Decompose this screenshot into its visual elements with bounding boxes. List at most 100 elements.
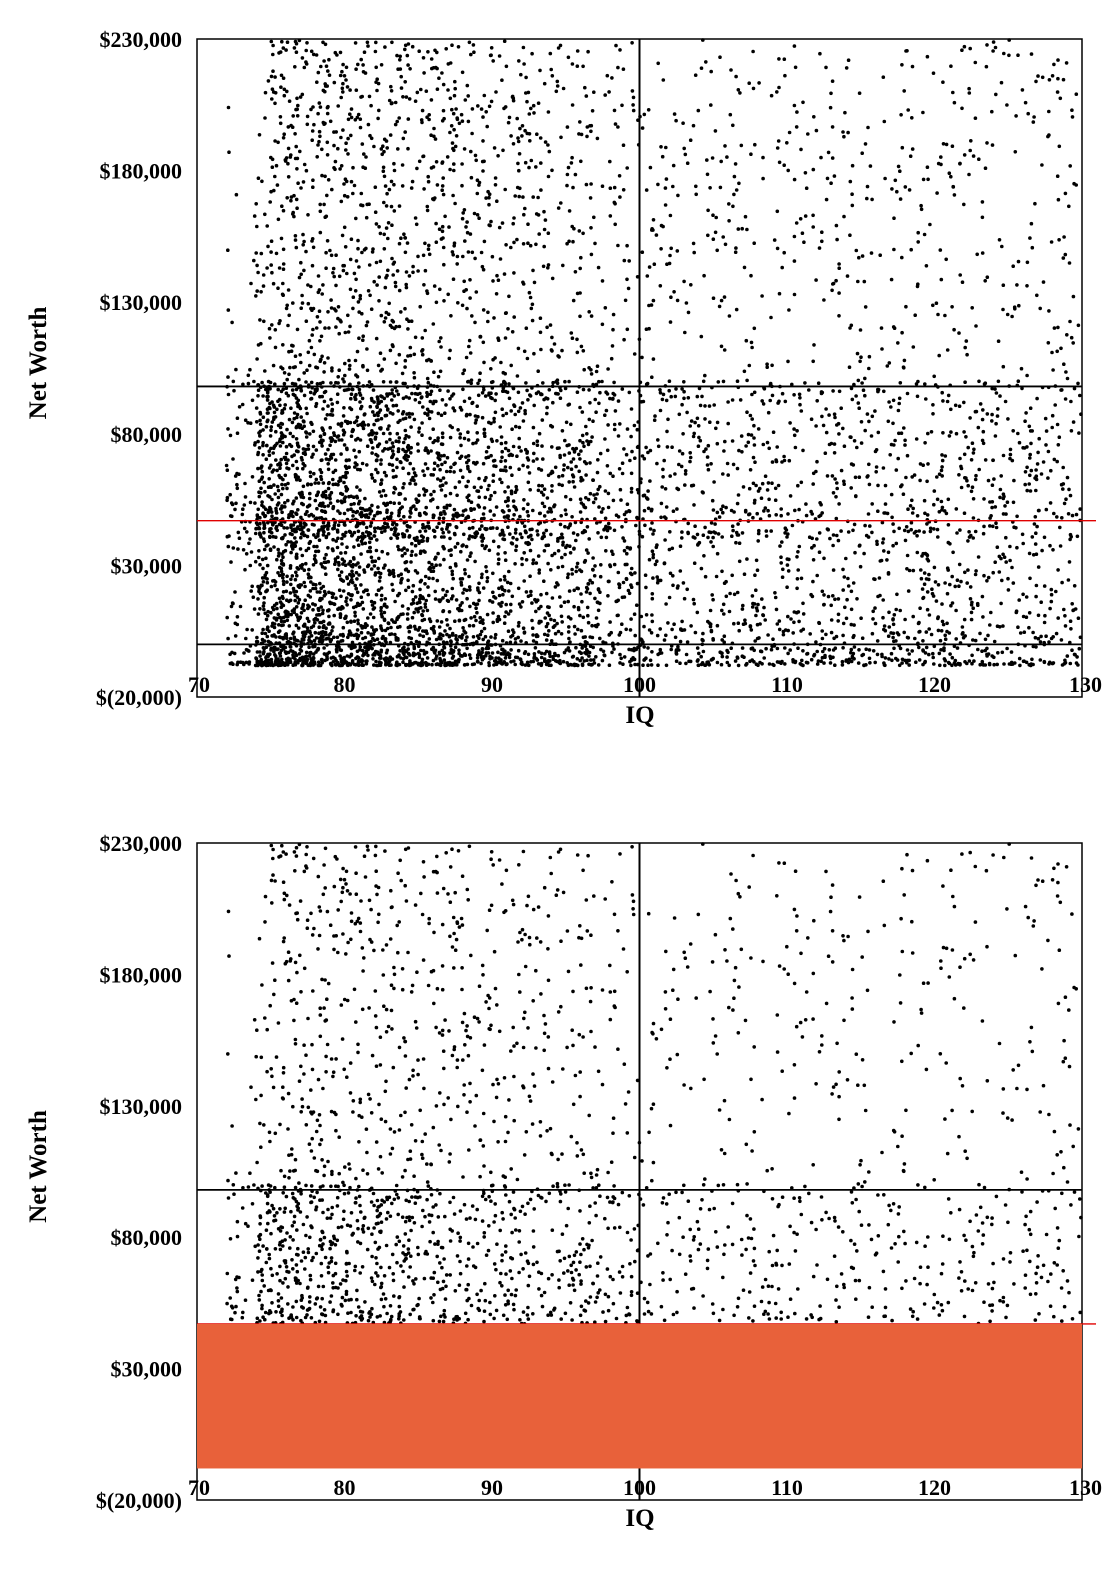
scatter-point (910, 116, 914, 120)
scatter-point (313, 616, 318, 621)
scatter-point (640, 534, 645, 539)
scatter-point (963, 345, 967, 350)
scatter-point (811, 558, 816, 562)
scatter-point (525, 509, 530, 514)
scatter-point (1039, 634, 1043, 639)
scatter-point (479, 575, 484, 580)
scatter-point (440, 161, 445, 165)
scatter-point (279, 236, 284, 241)
scatter-point (1021, 614, 1026, 619)
scatter-point (572, 485, 577, 489)
scatter-point (259, 535, 263, 539)
scatter-point (249, 281, 253, 286)
scatter-point (400, 163, 405, 167)
scatter-point (573, 520, 578, 525)
scatter-point (618, 487, 623, 492)
scatter-point (620, 525, 624, 529)
scatter-point (948, 582, 952, 587)
scatter-point (715, 551, 720, 556)
scatter-point (429, 473, 434, 477)
scatter-point (331, 504, 336, 509)
scatter-point (989, 514, 993, 518)
scatter-point (291, 463, 295, 468)
scatter-point (395, 431, 400, 436)
scatter-point (365, 368, 370, 373)
scatter-point (596, 265, 601, 270)
scatter-point (822, 556, 826, 561)
scatter-point (460, 216, 465, 221)
scatter-point (952, 193, 957, 197)
scatter-point (348, 257, 353, 262)
scatter-point (441, 596, 445, 600)
scatter-point (397, 436, 402, 440)
scatter-point (321, 283, 325, 287)
scatter-point (464, 355, 469, 360)
scatter-point (273, 583, 277, 588)
scatter-point (713, 129, 718, 133)
scatter-point (1078, 507, 1082, 511)
scatter-point (851, 528, 855, 533)
scatter-point (595, 470, 600, 475)
scatter-point (794, 125, 799, 129)
scatter-point (785, 141, 789, 145)
scatter-point (931, 655, 935, 660)
scatter-point (703, 404, 707, 408)
scatter-point (387, 301, 392, 306)
scatter-point (566, 465, 570, 470)
scatter-point (445, 155, 450, 159)
scatter-point (594, 410, 598, 415)
scatter-point (782, 57, 787, 61)
scatter-point (296, 181, 300, 185)
scatter-point (531, 639, 536, 643)
scatter-point (701, 379, 706, 384)
scatter-point (601, 649, 606, 654)
scatter-point (290, 381, 295, 386)
scatter-point (341, 81, 345, 86)
scatter-point (410, 44, 415, 49)
scatter-point (382, 610, 387, 615)
scatter-point (303, 584, 307, 589)
scatter-point (629, 407, 634, 411)
scatter-point (400, 554, 405, 558)
scatter-point (312, 544, 316, 549)
scatter-point (368, 506, 372, 511)
scatter-point (341, 414, 346, 418)
scatter-point (302, 580, 307, 585)
scatter-point (946, 393, 951, 398)
scatter-point (858, 564, 863, 569)
scatter-point (319, 605, 324, 609)
scatter-point (426, 520, 431, 525)
scatter-point (727, 314, 732, 318)
scatter-point (464, 484, 468, 489)
scatter-point (897, 526, 901, 531)
scatter-point (399, 236, 403, 240)
scatter-point (737, 628, 741, 633)
scatter-point (617, 585, 622, 590)
scatter-point (403, 365, 407, 369)
scatter-point (805, 651, 810, 656)
scatter-point (413, 595, 418, 599)
scatter-point (423, 602, 428, 606)
scatter-point (707, 404, 712, 408)
scatter-point (588, 196, 593, 200)
scatter-point (492, 663, 496, 667)
scatter-point (436, 551, 440, 556)
scatter-point (575, 337, 579, 342)
scatter-point (883, 656, 888, 660)
scatter-point (857, 91, 862, 95)
scatter-point (560, 532, 564, 537)
scatter-point (623, 562, 628, 567)
scatter-point (499, 459, 503, 464)
scatter-point (471, 441, 475, 446)
scatter-point (415, 535, 419, 540)
scatter-point (369, 103, 373, 108)
scatter-point (573, 172, 578, 177)
scatter-point (950, 305, 954, 309)
scatter-point (363, 166, 368, 170)
scatter-point (436, 439, 440, 443)
scatter-point (894, 468, 899, 472)
scatter-point (326, 178, 331, 182)
scatter-point (998, 495, 1002, 500)
scatter-point (263, 631, 268, 636)
scatter-point (308, 491, 312, 496)
